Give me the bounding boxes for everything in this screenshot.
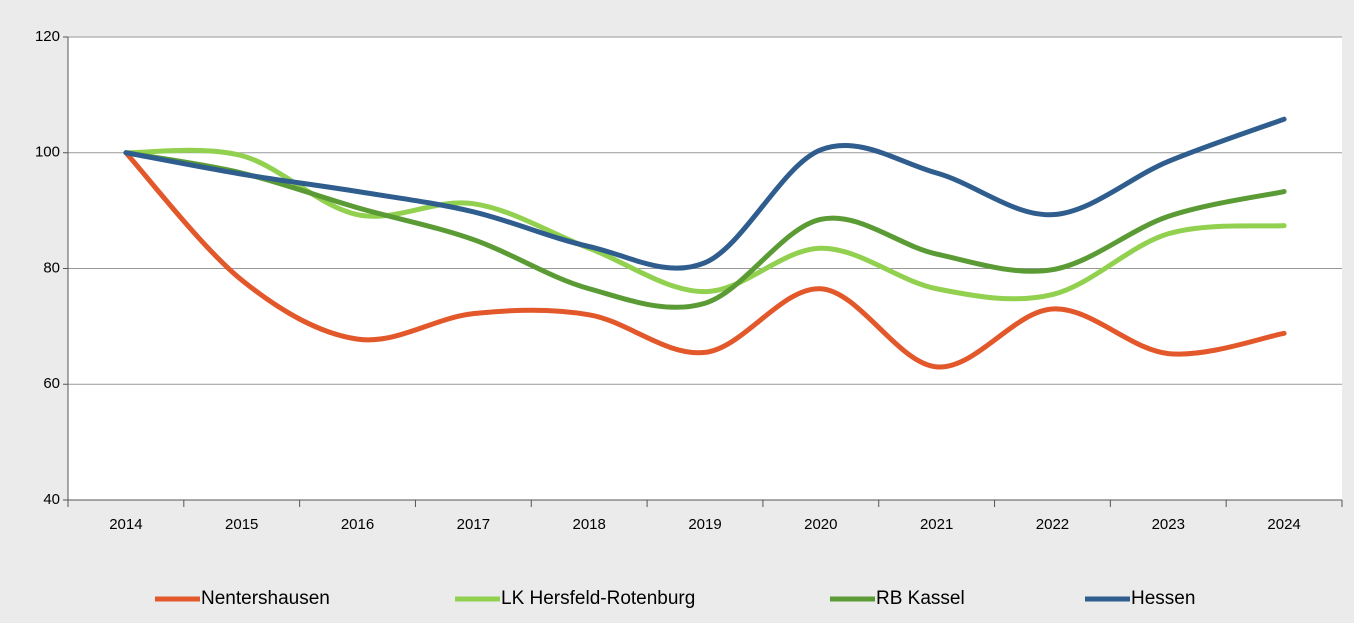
x-tick-label: 2024 (1267, 516, 1300, 533)
x-tick-label: 2020 (804, 516, 837, 533)
y-tick-label: 80 (43, 259, 60, 276)
x-tick-label: 2021 (920, 516, 953, 533)
line (123, 150, 1287, 370)
y-tick-label: 40 (43, 491, 60, 508)
y-tick-label: 120 (35, 28, 60, 45)
legend-label: Nentershausen (201, 588, 330, 609)
x-tick-label: 2022 (1036, 516, 1069, 533)
legend-label: RB Kassel (876, 588, 965, 609)
x-tick-label: 2023 (1152, 516, 1185, 533)
x-tick-label: 2018 (572, 516, 605, 533)
line (123, 147, 1287, 302)
legend-label: LK Hersfeld-Rotenburg (501, 588, 695, 609)
x-tick-label: 2019 (688, 516, 721, 533)
line (123, 150, 1287, 310)
line (123, 116, 1287, 271)
x-tick-label: 2014 (109, 516, 142, 533)
x-tick-label: 2017 (457, 516, 490, 533)
x-tick-label: 2016 (341, 516, 374, 533)
y-tick-label: 100 (35, 144, 60, 161)
x-tick-label: 2015 (225, 516, 258, 533)
legend-label: Hessen (1131, 588, 1195, 609)
y-tick-label: 60 (43, 375, 60, 392)
legend: Nentershausen LK Hersfeld-Rotenburg RB Kas… (155, 588, 1195, 609)
